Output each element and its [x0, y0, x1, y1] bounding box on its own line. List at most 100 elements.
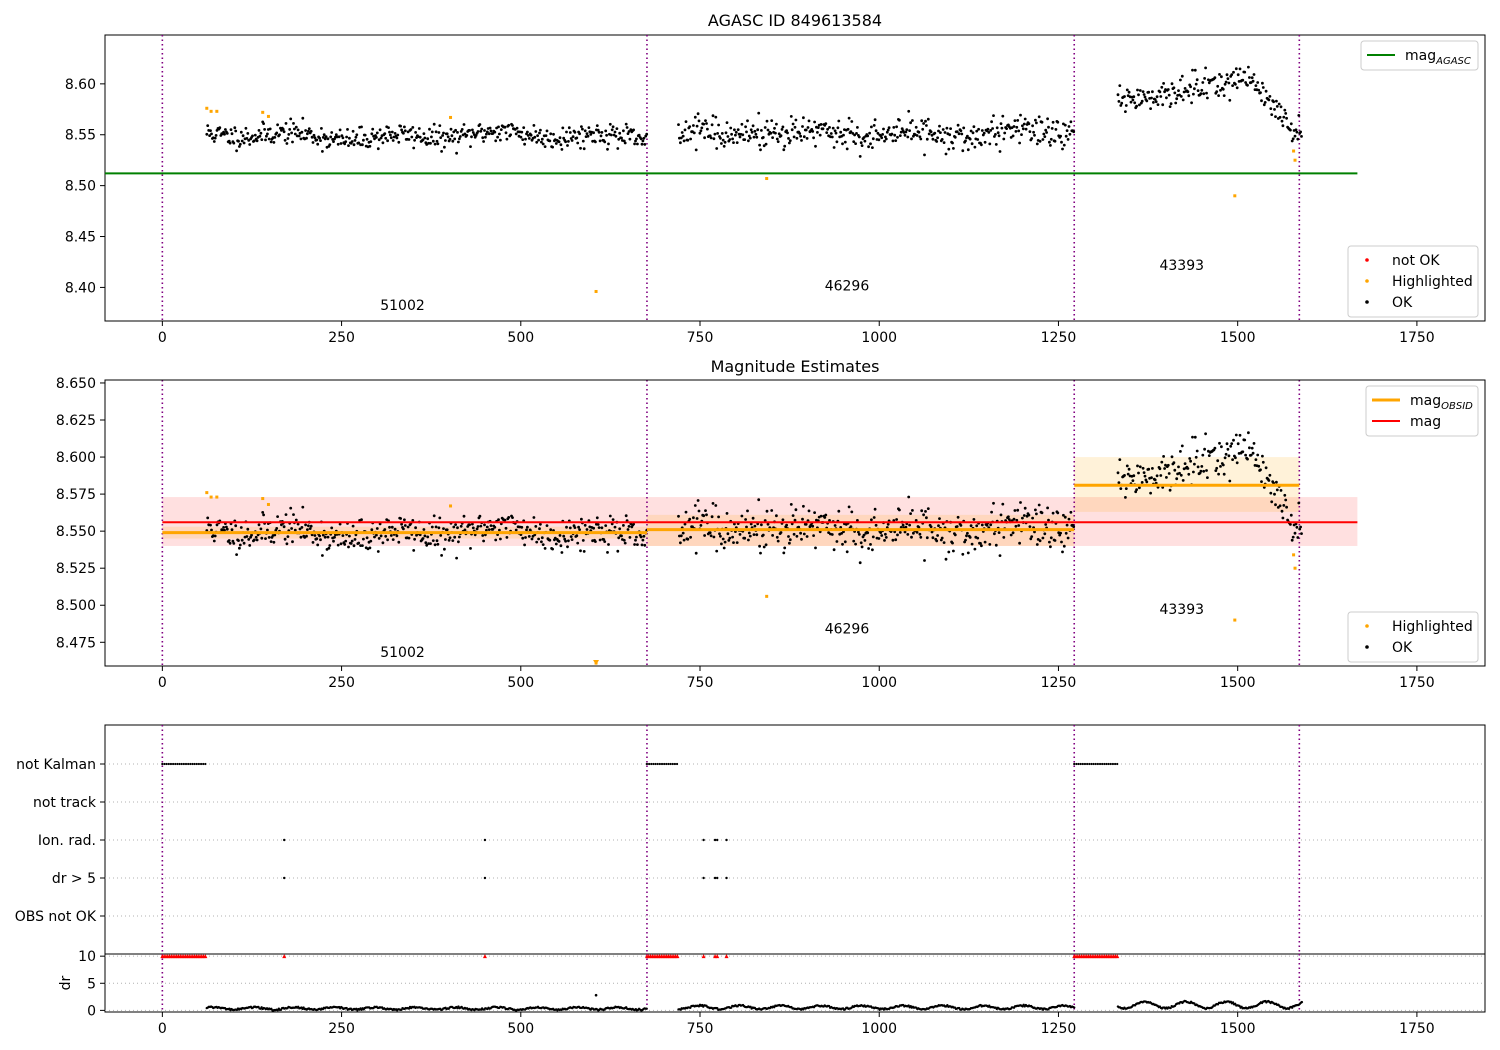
- ok-point: [228, 541, 232, 545]
- ok-point: [1285, 116, 1288, 120]
- ok-point: [327, 546, 331, 550]
- ok-point: [1189, 459, 1192, 463]
- flag-point: [645, 762, 649, 766]
- ok-point: [353, 139, 357, 142]
- ok-point: [1011, 531, 1015, 535]
- ok-point: [695, 124, 699, 128]
- ok-point: [732, 141, 735, 145]
- ok-point: [403, 129, 407, 133]
- ok-point: [1145, 99, 1149, 103]
- ok-point: [581, 539, 585, 542]
- ok-point: [761, 533, 765, 537]
- ok-point: [917, 526, 921, 529]
- ok-point: [307, 524, 310, 528]
- ok-point: [1224, 452, 1228, 456]
- ok-point: [693, 504, 697, 507]
- ok-point: [705, 513, 708, 517]
- x-tick-label: 500: [507, 675, 534, 691]
- ok-point: [964, 538, 967, 542]
- ok-point: [846, 127, 850, 131]
- ok-point: [1016, 119, 1020, 122]
- ok-point: [720, 132, 724, 135]
- ok-point: [720, 142, 723, 145]
- ok-point: [1243, 70, 1247, 74]
- ok-point: [411, 519, 415, 522]
- ok-point: [620, 534, 623, 538]
- ok-point: [1278, 504, 1282, 508]
- ok-point: [714, 504, 718, 507]
- ok-point: [1231, 458, 1234, 461]
- ok-point: [272, 141, 276, 144]
- ok-point: [454, 523, 457, 526]
- ok-point: [559, 143, 563, 147]
- ok-point: [1172, 461, 1176, 465]
- ok-point: [1251, 451, 1255, 455]
- ok-point: [523, 543, 526, 547]
- ok-point: [853, 133, 856, 137]
- x-tick-label: 750: [687, 1021, 714, 1037]
- ok-point: [1068, 132, 1072, 136]
- ok-point: [338, 522, 342, 526]
- ok-point: [1194, 82, 1198, 86]
- ok-point: [1263, 101, 1267, 104]
- ok-point: [1056, 120, 1060, 124]
- ok-point: [614, 134, 618, 138]
- ok-point: [712, 535, 716, 539]
- ok-point: [953, 533, 957, 537]
- ok-point: [1278, 115, 1282, 119]
- ok-point: [281, 127, 285, 131]
- ok-point: [532, 516, 536, 519]
- ok-point: [849, 525, 853, 528]
- ok-point: [413, 138, 416, 142]
- ok-point: [740, 122, 744, 126]
- ok-point: [635, 137, 638, 141]
- ok-point: [339, 142, 343, 145]
- ok-point: [788, 541, 791, 545]
- ok-point: [749, 522, 753, 526]
- ok-point: [1154, 100, 1158, 104]
- ok-point: [1021, 516, 1024, 520]
- flag-point: [172, 762, 175, 766]
- ok-point: [1192, 92, 1195, 96]
- ok-point: [1011, 134, 1015, 138]
- ok-point: [608, 514, 612, 518]
- ok-point: [1035, 543, 1039, 546]
- mid-plot-frame: [104, 379, 1486, 667]
- ok-point: [914, 125, 918, 129]
- ok-point: [1015, 125, 1019, 129]
- ok-point: [300, 526, 304, 529]
- ok-point: [215, 523, 219, 527]
- ok-point: [290, 527, 293, 530]
- ok-point: [998, 150, 1002, 153]
- ok-point: [1193, 87, 1196, 91]
- ok-point: [558, 534, 562, 537]
- ok-point: [924, 510, 927, 513]
- ok-point: [794, 118, 798, 122]
- flag-point: [648, 762, 651, 766]
- ok-point: [1137, 471, 1140, 475]
- ok-point: [319, 538, 322, 542]
- ok-point: [361, 143, 364, 147]
- ok-point: [487, 528, 491, 531]
- ok-point: [920, 119, 924, 123]
- ok-point: [682, 538, 686, 542]
- ok-point: [812, 534, 815, 537]
- ok-point: [882, 127, 885, 131]
- ok-point: [414, 526, 417, 530]
- ok-point: [1033, 133, 1036, 137]
- ok-point: [904, 130, 908, 134]
- ok-point: [879, 531, 883, 534]
- ok-point: [616, 549, 620, 553]
- ok-point: [636, 543, 639, 546]
- ok-point: [1281, 124, 1285, 128]
- ok-point: [1170, 82, 1174, 86]
- red-marker: [724, 954, 729, 959]
- ok-point: [903, 133, 907, 137]
- ok-point: [789, 503, 793, 506]
- ok-point: [324, 135, 328, 139]
- ok-point: [990, 510, 993, 514]
- ok-point: [1177, 89, 1180, 92]
- ok-point: [726, 532, 730, 536]
- ok-point: [1289, 513, 1293, 517]
